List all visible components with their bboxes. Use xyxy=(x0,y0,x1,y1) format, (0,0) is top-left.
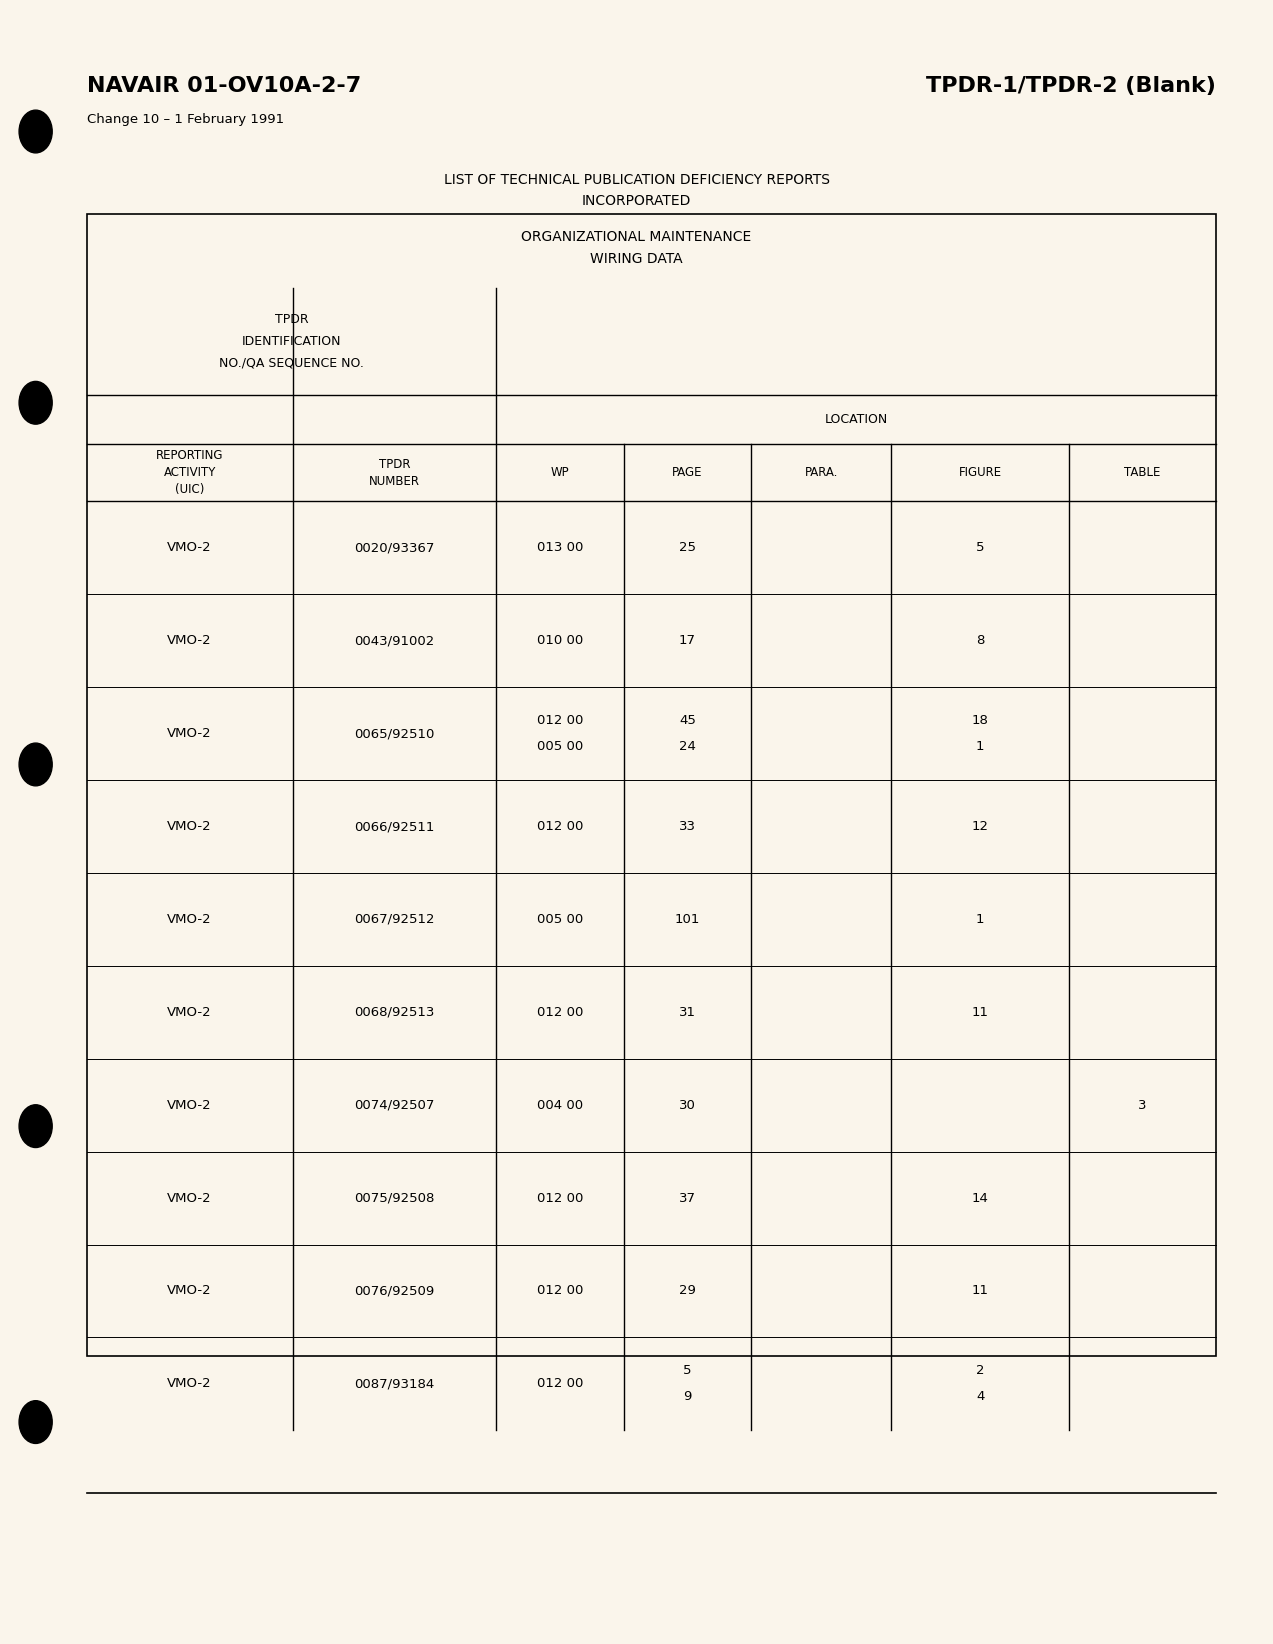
Text: NUMBER: NUMBER xyxy=(369,475,420,488)
Text: 0066/92511: 0066/92511 xyxy=(354,820,435,834)
Text: 012 00: 012 00 xyxy=(537,1006,583,1019)
Text: NO./QA SEQUENCE NO.: NO./QA SEQUENCE NO. xyxy=(219,357,364,368)
Text: VMO-2: VMO-2 xyxy=(167,1284,213,1297)
Text: VMO-2: VMO-2 xyxy=(167,1006,213,1019)
Text: 0067/92512: 0067/92512 xyxy=(354,912,435,926)
Text: 0068/92513: 0068/92513 xyxy=(354,1006,435,1019)
Text: VMO-2: VMO-2 xyxy=(167,1098,213,1111)
Text: 005 00: 005 00 xyxy=(537,912,583,926)
Text: 0076/92509: 0076/92509 xyxy=(354,1284,435,1297)
Text: 012 00: 012 00 xyxy=(537,820,583,834)
Text: LIST OF TECHNICAL PUBLICATION DEFICIENCY REPORTS: LIST OF TECHNICAL PUBLICATION DEFICIENCY… xyxy=(443,173,830,187)
Text: 0075/92508: 0075/92508 xyxy=(354,1192,435,1205)
Text: 8: 8 xyxy=(976,635,984,648)
Circle shape xyxy=(19,743,52,786)
Text: 0074/92507: 0074/92507 xyxy=(354,1098,435,1111)
Text: 1: 1 xyxy=(976,740,984,753)
Text: 0087/93184: 0087/93184 xyxy=(354,1378,435,1391)
Text: WP: WP xyxy=(551,467,569,478)
Text: 24: 24 xyxy=(679,740,696,753)
Text: 9: 9 xyxy=(684,1391,691,1404)
Text: 4: 4 xyxy=(976,1391,984,1404)
Text: 11: 11 xyxy=(971,1006,989,1019)
Text: 37: 37 xyxy=(679,1192,696,1205)
Text: VMO-2: VMO-2 xyxy=(167,912,213,926)
Text: VMO-2: VMO-2 xyxy=(167,1192,213,1205)
Text: 2: 2 xyxy=(976,1365,984,1378)
Text: 0065/92510: 0065/92510 xyxy=(354,727,435,740)
Circle shape xyxy=(19,110,52,153)
Text: 11: 11 xyxy=(971,1284,989,1297)
Text: 012 00: 012 00 xyxy=(537,713,583,727)
Text: 5: 5 xyxy=(684,1365,691,1378)
Text: 31: 31 xyxy=(679,1006,696,1019)
Text: PARA.: PARA. xyxy=(805,467,838,478)
Circle shape xyxy=(19,381,52,424)
Text: 5: 5 xyxy=(976,541,984,554)
Text: TPDR: TPDR xyxy=(379,457,410,470)
Text: 18: 18 xyxy=(971,713,989,727)
Text: 12: 12 xyxy=(971,820,989,834)
Text: TPDR-1/TPDR-2 (Blank): TPDR-1/TPDR-2 (Blank) xyxy=(925,76,1216,95)
Text: 0020/93367: 0020/93367 xyxy=(354,541,435,554)
Text: IDENTIFICATION: IDENTIFICATION xyxy=(242,335,341,347)
Circle shape xyxy=(19,1401,52,1443)
Text: 0043/91002: 0043/91002 xyxy=(354,635,435,648)
Text: INCORPORATED: INCORPORATED xyxy=(582,194,691,209)
Text: 17: 17 xyxy=(679,635,696,648)
Text: VMO-2: VMO-2 xyxy=(167,727,213,740)
Text: REPORTING: REPORTING xyxy=(155,449,224,462)
Text: VMO-2: VMO-2 xyxy=(167,1378,213,1391)
Circle shape xyxy=(19,1105,52,1148)
Text: 33: 33 xyxy=(679,820,696,834)
Text: TPDR: TPDR xyxy=(275,314,308,326)
Text: 013 00: 013 00 xyxy=(537,541,583,554)
Text: FIGURE: FIGURE xyxy=(959,467,1002,478)
Text: 005 00: 005 00 xyxy=(537,740,583,753)
Text: VMO-2: VMO-2 xyxy=(167,635,213,648)
Text: LOCATION: LOCATION xyxy=(825,413,887,426)
Text: PAGE: PAGE xyxy=(672,467,703,478)
Text: Change 10 – 1 February 1991: Change 10 – 1 February 1991 xyxy=(87,113,284,127)
Text: 004 00: 004 00 xyxy=(537,1098,583,1111)
Text: 25: 25 xyxy=(679,541,696,554)
Text: VMO-2: VMO-2 xyxy=(167,541,213,554)
Text: 010 00: 010 00 xyxy=(537,635,583,648)
Text: 3: 3 xyxy=(1138,1098,1147,1111)
Text: 012 00: 012 00 xyxy=(537,1378,583,1391)
Text: 1: 1 xyxy=(976,912,984,926)
Text: WIRING DATA: WIRING DATA xyxy=(591,252,682,266)
Bar xyxy=(87,214,1216,1356)
Text: 29: 29 xyxy=(679,1284,696,1297)
Text: 012 00: 012 00 xyxy=(537,1192,583,1205)
Text: 14: 14 xyxy=(971,1192,989,1205)
Text: 45: 45 xyxy=(679,713,696,727)
Text: 101: 101 xyxy=(675,912,700,926)
Text: 30: 30 xyxy=(679,1098,696,1111)
Text: ACTIVITY: ACTIVITY xyxy=(163,467,216,478)
Text: 012 00: 012 00 xyxy=(537,1284,583,1297)
Text: ORGANIZATIONAL MAINTENANCE: ORGANIZATIONAL MAINTENANCE xyxy=(522,230,751,245)
Text: TABLE: TABLE xyxy=(1124,467,1161,478)
Text: (UIC): (UIC) xyxy=(174,483,205,496)
Text: NAVAIR 01-OV10A-2-7: NAVAIR 01-OV10A-2-7 xyxy=(87,76,360,95)
Text: VMO-2: VMO-2 xyxy=(167,820,213,834)
